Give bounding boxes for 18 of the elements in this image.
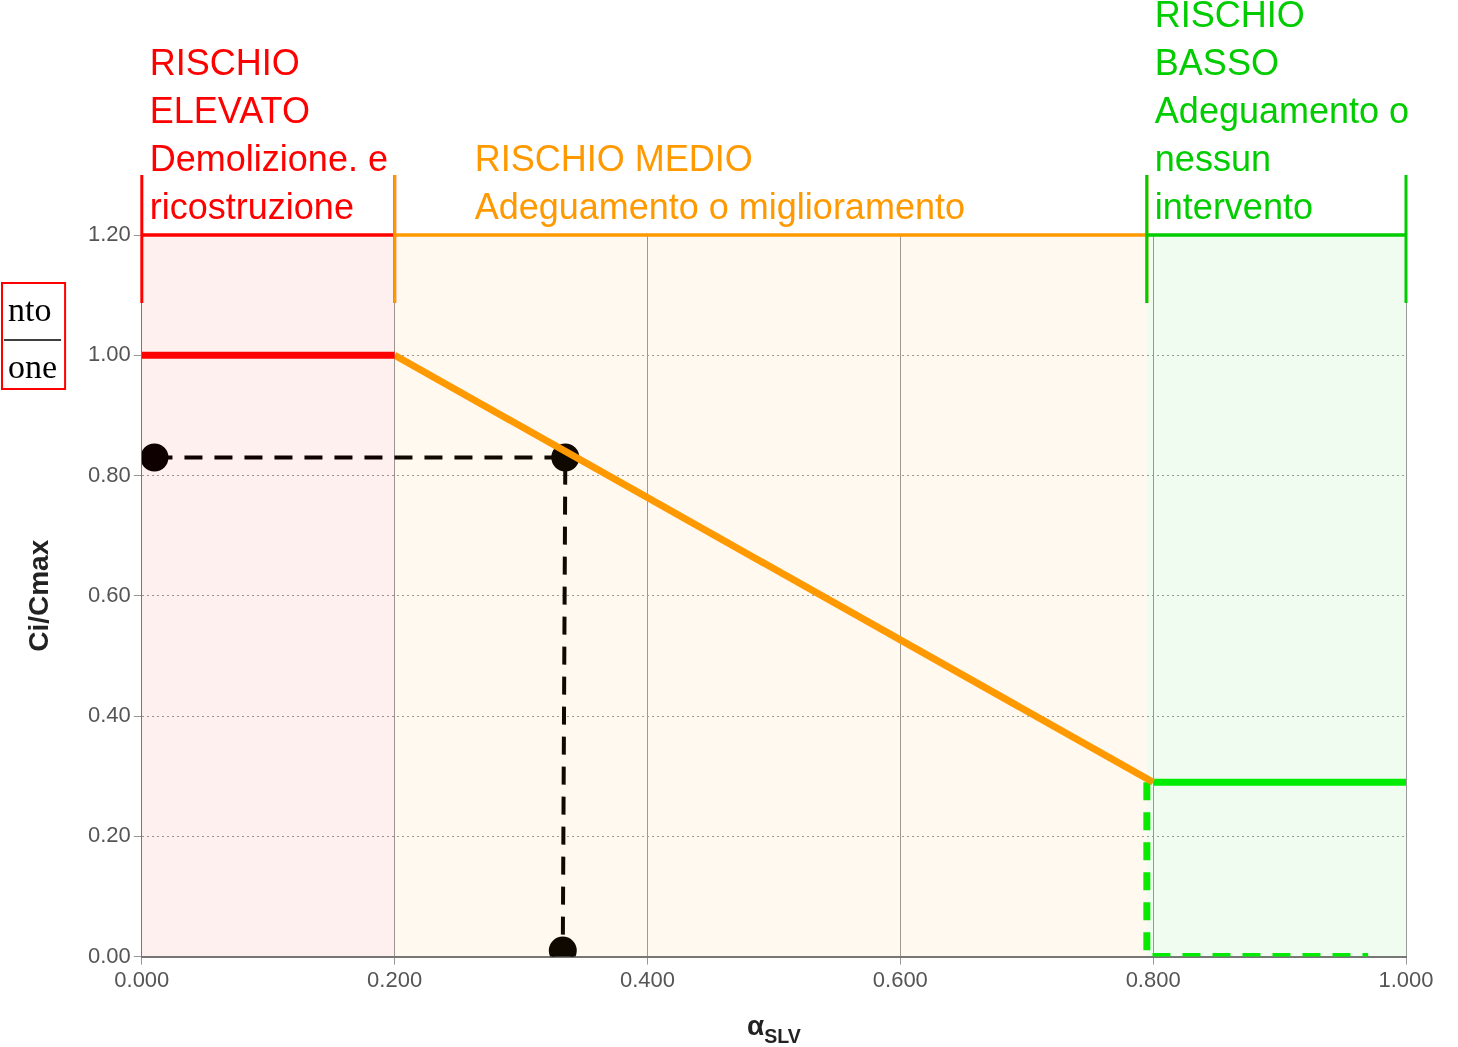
y-axis-title: Ci/Cmax — [23, 539, 54, 652]
x-tick-label: 0.000 — [114, 966, 170, 992]
band-label: RISCHIO MEDIO Adeguamento o miglioramento — [474, 138, 965, 227]
y-tick-label: 0.40 — [87, 702, 131, 728]
x-tick-label: 0.400 — [619, 966, 676, 992]
text: nto one — [8, 291, 58, 385]
y-tick-label: 1.20 — [87, 221, 131, 247]
x-tick-label: 0.200 — [367, 966, 423, 992]
y-tick-label: 0.60 — [87, 581, 131, 607]
x-tick-label: 0.600 — [872, 966, 928, 992]
y-tick-label: 0.20 — [87, 822, 131, 848]
x-tick-label: 1.000 — [1378, 966, 1434, 992]
band-label: RISCHIO BASSO Adeguamento o nessun intervento — [1154, 0, 1410, 227]
x-tick-label: 0.800 — [1125, 966, 1181, 992]
band-label: RISCHIO ELEVATO Demolizione. e ricostruzione — [149, 42, 388, 227]
y-tick-label: 0.80 — [87, 461, 131, 487]
y-tick-label: 1.00 — [87, 341, 131, 367]
y-tick-label: 0.00 — [87, 942, 131, 968]
